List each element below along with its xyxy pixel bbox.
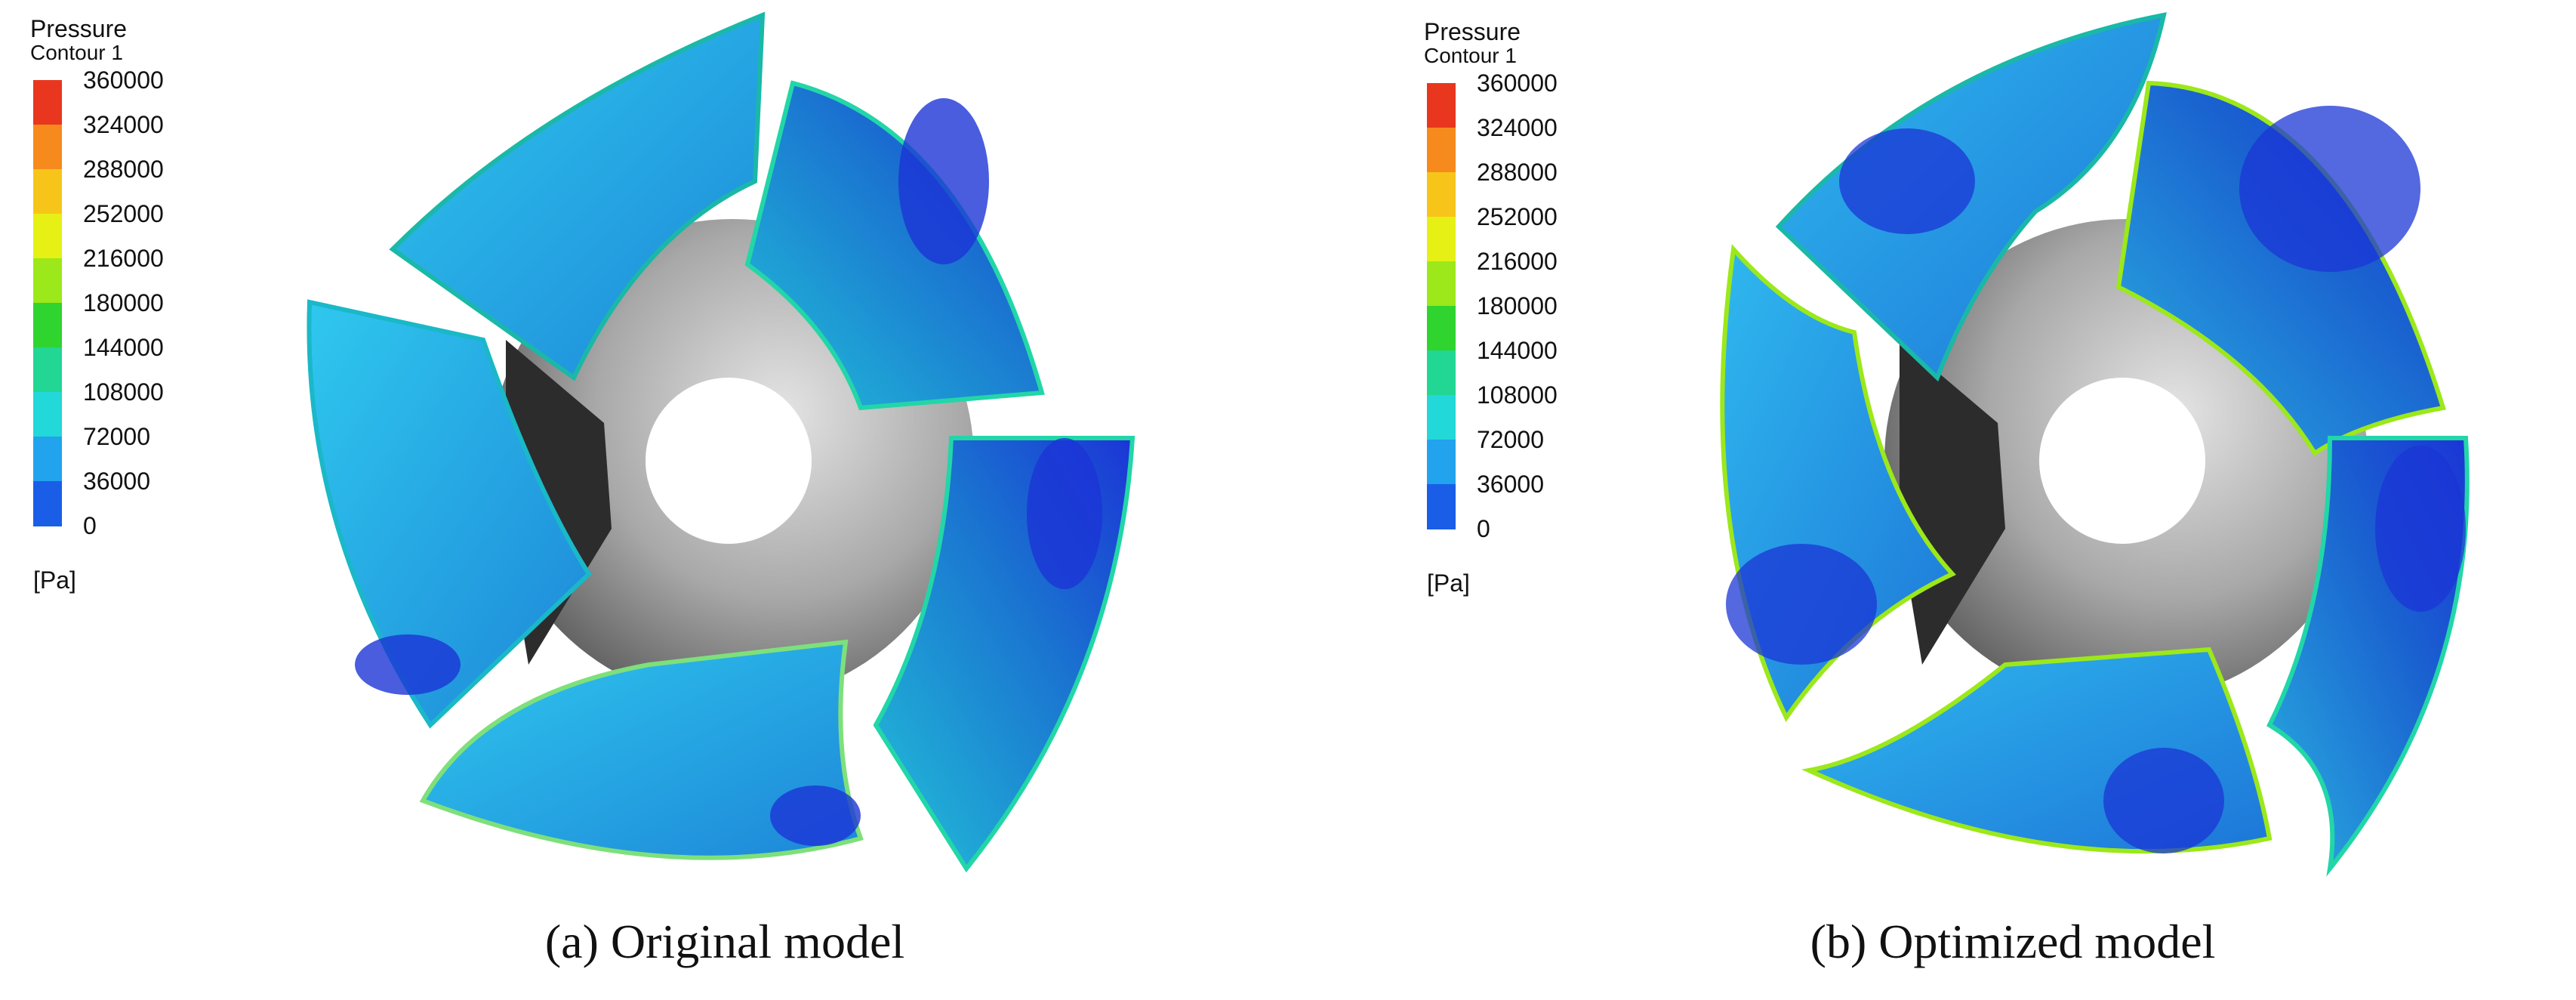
legend-unit: [Pa] [33,566,76,594]
blade-bottom [419,639,864,860]
pressure-legend: Pressure Contour 1 360000 324000 288000 252… [1424,18,1590,597]
legend-tick-label: 180000 [1477,292,1558,319]
legend-tick-label: 72000 [1477,426,1544,453]
legend-tick-label: 324000 [1477,114,1558,141]
low-pressure-region [1027,438,1102,589]
legend-color-band [33,481,62,526]
legend-colorbar [33,80,62,526]
pressure-legend: Pressure Contour 1 360000 324000 288000 252… [30,15,196,594]
legend-color-band [1427,306,1456,351]
low-pressure-region [1839,128,1975,234]
legend-color-band [1427,83,1456,128]
panel-optimized-model: Pressure Contour 1 360000 324000 288000 252… [1288,0,2576,1000]
legend-tick-label: 288000 [83,156,164,183]
blade-top-right [744,80,1045,411]
low-pressure-region [770,785,861,846]
legend-color-band [33,169,62,215]
impeller-optimized-contour [1720,12,2470,877]
legend-title: Pressure [1424,18,1521,45]
low-pressure-region [355,634,461,695]
legend-subtitle: Contour 1 [30,41,123,64]
blade-left [307,299,592,729]
legend-color-band [1427,395,1456,440]
legend-tick-label: 0 [83,512,97,539]
blade-top-left [389,11,766,381]
legend-tick-label: 108000 [83,378,164,406]
legend-color-band [33,125,62,170]
low-pressure-region [2103,748,2224,853]
legend-tick-label: 216000 [1477,248,1558,275]
legend-tick-label: 108000 [1477,381,1558,409]
legend-tick-label: 144000 [1477,337,1558,364]
legend-color-band [1427,440,1456,485]
low-pressure-region [2239,106,2420,272]
legend-tick-label: 252000 [83,200,164,227]
legend-tick-label: 360000 [1477,69,1558,97]
legend-color-band [1427,128,1456,173]
legend-color-band [1427,261,1456,307]
caption-optimized: (b) Optimized model [1810,915,2216,968]
legend-color-band [1427,172,1456,218]
low-pressure-region [1726,544,1877,665]
legend-color-band [33,347,62,393]
legend-title: Pressure [30,15,128,42]
legend-color-band [33,80,62,125]
legend-color-band [1427,217,1456,262]
legend-color-band [33,437,62,482]
legend-tick-label: 0 [1477,515,1490,542]
legend-color-band [33,303,62,348]
legend-tick-label: 180000 [83,289,164,316]
legend-tick-label: 36000 [1477,471,1544,498]
legend-tick-label: 288000 [1477,159,1558,186]
legend-tick-label: 72000 [83,423,150,450]
legend-colorbar [1427,83,1456,529]
legend-tick-label: 252000 [1477,203,1558,230]
shaft-hole [646,378,812,544]
low-pressure-region [2375,446,2466,612]
low-pressure-region [898,98,989,264]
legend-tick-label: 36000 [83,468,150,495]
legend-subtitle: Contour 1 [1424,44,1517,67]
legend-tick-label: 144000 [83,334,164,361]
legend-tick-label: 324000 [83,111,164,138]
legend-color-band [33,214,62,259]
panel-original-model: Pressure Contour 1 360000 324000 288000 252… [30,11,1135,968]
legend-color-band [33,258,62,304]
shaft-hole [2039,378,2205,544]
legend-color-band [33,392,62,437]
legend-color-band [1427,484,1456,529]
impeller-original-contour [307,11,1135,873]
caption-original: (a) Original model [544,915,905,968]
legend-unit: [Pa] [1427,569,1470,597]
legend-color-band [1427,350,1456,396]
legend-tick-label: 216000 [83,245,164,272]
legend-tick-label: 360000 [83,66,164,94]
